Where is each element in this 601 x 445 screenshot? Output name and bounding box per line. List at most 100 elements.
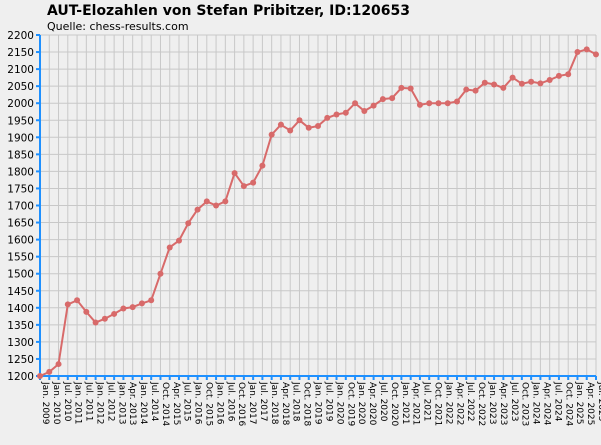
data-point: [407, 85, 414, 92]
y-tick-label: 1950: [7, 115, 34, 127]
data-point: [315, 123, 321, 130]
axes: [36, 34, 597, 380]
data-point: [509, 74, 516, 81]
x-tick-label: Jul. 2022: [465, 381, 475, 422]
data-point: [555, 72, 562, 79]
data-point: [250, 179, 257, 186]
data-point: [565, 71, 572, 78]
data-point: [352, 100, 359, 107]
x-tick-label: Jan. 2009: [40, 381, 50, 425]
data-point: [287, 127, 294, 134]
data-point: [296, 117, 303, 124]
data-point: [324, 114, 331, 121]
y-tick-label: 1600: [7, 235, 34, 247]
y-tick-label: 1500: [7, 269, 34, 281]
y-tick-label: 1550: [7, 252, 34, 264]
data-point: [379, 96, 386, 103]
data-point: [333, 111, 340, 118]
y-tick-label: 2050: [7, 81, 34, 93]
x-tick-label: Jan. 2020: [356, 381, 366, 425]
data-point: [185, 220, 192, 227]
data-point: [55, 361, 62, 368]
y-tick-label: 2200: [7, 30, 34, 42]
data-point: [342, 109, 349, 116]
x-tick-label: Jul. 2010: [62, 381, 72, 422]
data-point: [240, 183, 247, 190]
data-point: [518, 80, 525, 87]
x-tick-label: Apr. 2022: [454, 382, 464, 425]
x-tick-label: Jul. 2021: [422, 381, 432, 422]
x-tick-label: Apr. 2018: [280, 382, 290, 426]
x-tick-label: Apr. 2025: [585, 382, 595, 425]
x-tick-label: Jan. 2023: [487, 381, 497, 424]
x-tick-label: Apr. 2013: [127, 382, 137, 425]
x-tick-label: Jan. 2022: [443, 381, 453, 425]
x-tick-label: Jul. 2018: [291, 381, 301, 422]
x-tick-label: Jul. 2016: [225, 381, 235, 422]
x-tick-label: Jan. 2021: [400, 381, 410, 425]
x-tick-label: Jan. 2017: [247, 381, 257, 425]
y-tick-label: 2150: [7, 47, 34, 59]
x-tick-label: Oct. 2020: [389, 382, 399, 426]
data-point: [203, 198, 210, 205]
x-tick-label: Jan. 2013: [116, 381, 126, 425]
chart-title: AUT-Elozahlen von Stefan Pribitzer, ID:1…: [47, 3, 411, 19]
x-tick-label: Jan. 2020: [334, 381, 344, 425]
data-point: [583, 46, 590, 53]
y-tick-label: 1350: [7, 320, 34, 332]
data-point: [426, 100, 433, 107]
grid-lines: [39, 34, 597, 377]
y-tick-label: 2100: [7, 64, 34, 76]
x-tick-label: Apr. 2024: [541, 382, 551, 426]
data-point: [157, 270, 164, 277]
data-point: [463, 86, 470, 93]
data-point: [389, 95, 396, 102]
data-point: [435, 100, 442, 107]
data-point: [222, 198, 229, 205]
x-tick-label: Apr. 2023: [498, 382, 508, 425]
y-tick-label: 1200: [7, 371, 34, 383]
x-tick-label: Jan. 2024: [531, 381, 541, 425]
y-tick-label: 1650: [7, 218, 34, 230]
x-tick-label: Jul. 2025: [596, 381, 601, 422]
y-tick-label: 1750: [7, 183, 34, 195]
y-tick-label: 1800: [7, 166, 34, 178]
data-point: [111, 310, 118, 317]
y-tick-label: 1400: [7, 303, 34, 315]
x-tick-label: Jan. 2016: [214, 381, 224, 425]
data-point: [370, 102, 377, 109]
x-tick-label: Jan. 2016: [193, 381, 203, 425]
x-tick-label: Oct. 2016: [236, 382, 246, 426]
x-tick-label: Oct. 2023: [520, 382, 530, 426]
x-tick-label: Jan. 2018: [269, 381, 279, 425]
y-tick-label: 1850: [7, 149, 34, 161]
x-tick-label: Oct. 2022: [476, 382, 486, 426]
data-point: [129, 304, 136, 311]
data-point: [361, 108, 368, 115]
y-tick-label: 1900: [7, 132, 34, 144]
data-point: [546, 77, 553, 84]
x-tick-label: Jul. 2019: [323, 381, 333, 422]
x-tick-label: Jul. 2015: [182, 381, 192, 422]
x-tick-labels: Jan. 2009 Jan. 2010 Jul. 2010 Jan. 2011 Jul.…: [40, 381, 601, 426]
data-point: [176, 237, 182, 244]
x-tick-label: Jul. 2011: [84, 381, 94, 422]
data-point: [574, 49, 581, 56]
data-point: [593, 51, 599, 58]
y-tick-labels: 1200 1250 1300 1350 1400 1450 1500 1550 1600 1650…: [7, 30, 34, 383]
x-tick-label: Oct. 2014: [160, 382, 170, 426]
x-tick-label: Jan. 2019: [313, 381, 323, 425]
y-tick-label: 1300: [7, 337, 34, 349]
x-tick-label: Jan. 2011: [73, 381, 83, 425]
data-point: [528, 78, 535, 85]
data-point: [213, 202, 220, 209]
data-point: [101, 315, 108, 322]
x-tick-label: Jul. 2023: [509, 381, 519, 422]
data-point: [46, 368, 53, 375]
data-point: [277, 121, 284, 128]
data-point: [444, 100, 451, 107]
data-point: [537, 80, 544, 87]
y-tick-label: 1450: [7, 286, 34, 298]
x-tick-label: Jul. 2014: [149, 381, 159, 422]
data-point: [231, 170, 238, 177]
